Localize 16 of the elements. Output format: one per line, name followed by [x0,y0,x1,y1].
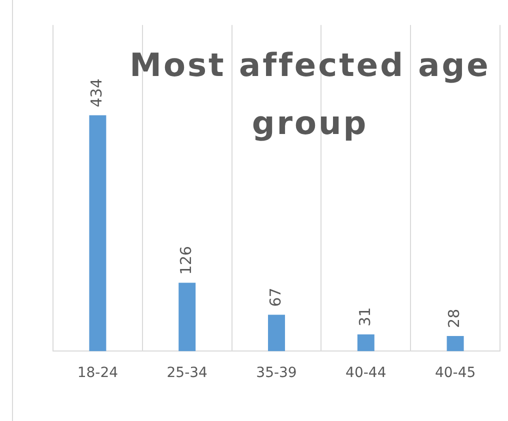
x-tick-label: 25-34 [166,365,208,382]
data-label: 126 [176,246,195,275]
text: Most affected age group [128,45,492,144]
data-label: 434 [88,78,106,108]
bar [178,282,196,352]
bar [357,334,374,352]
data-label: 67 [266,288,284,307]
bar [89,115,106,352]
x-tick-label: 35-39 [256,365,297,382]
data-label: 28 [445,308,464,328]
data-label: 31 [356,307,374,326]
x-tick-label: 40-44 [346,365,386,382]
x-tick-label: 40-45 [434,365,476,382]
x-tick-label: 18-24 [77,365,118,382]
bar [446,336,464,352]
bar [268,314,285,352]
